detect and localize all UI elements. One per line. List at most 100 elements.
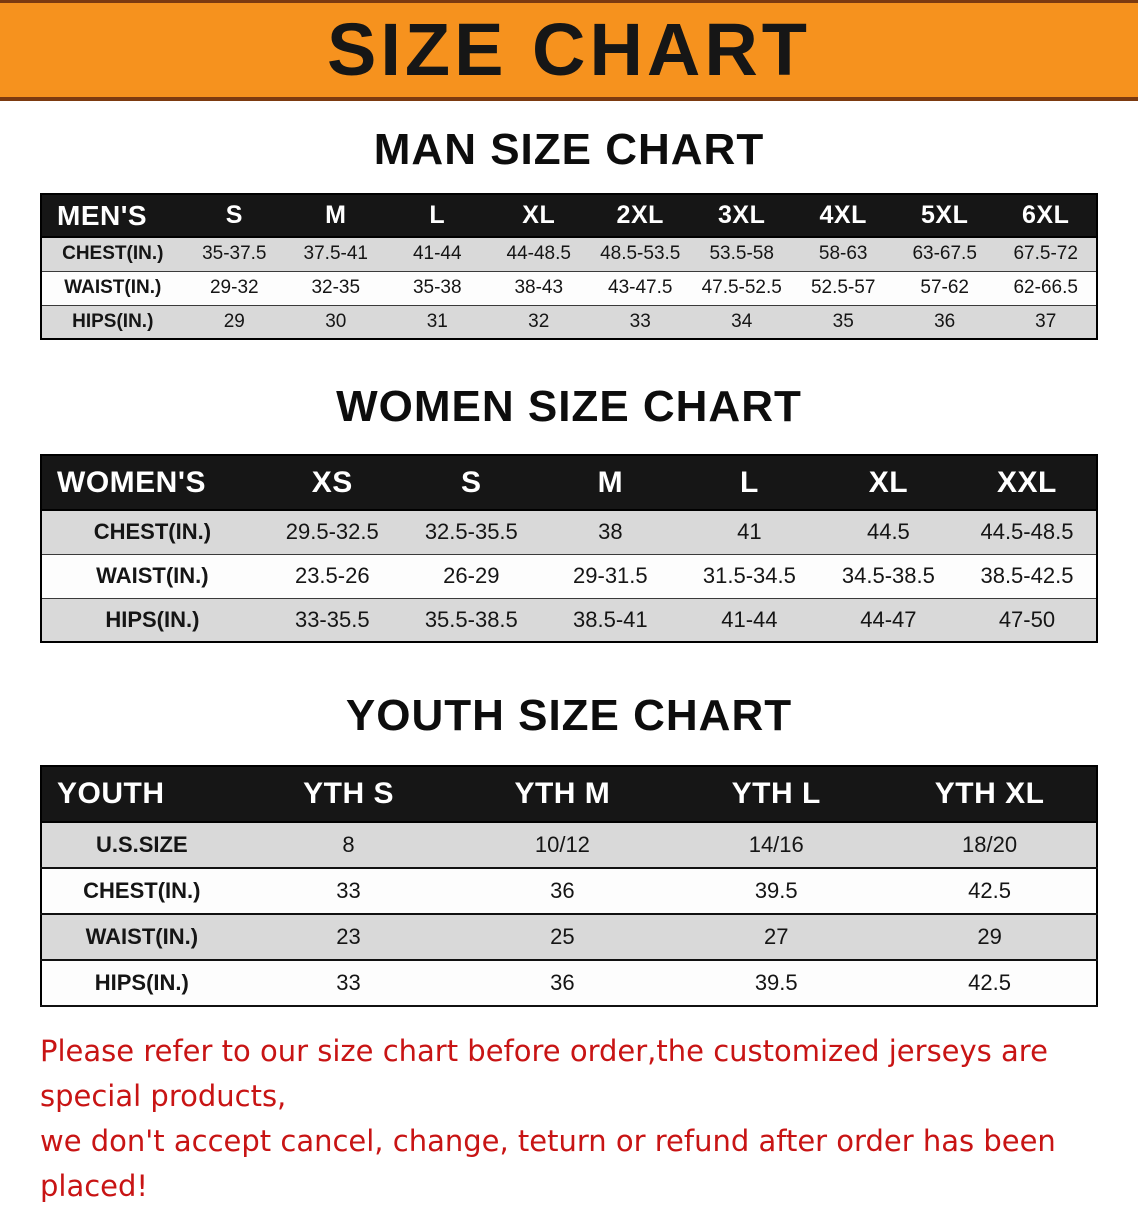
size-column-header: 6XL [1022,201,1070,229]
size-value: 32-35 [311,277,361,298]
size-value: 38 [598,519,623,545]
size-column-header: YTH L [731,777,821,810]
size-value: 34.5-38.5 [841,563,935,588]
table-corner-label: MEN'S [57,199,148,231]
size-value: 42.5 [968,878,1011,903]
size-value: 32 [528,310,550,332]
size-column-header: L [429,201,446,229]
row-label: CHEST(IN.) [62,243,164,265]
size-value: 52.5-57 [810,277,876,298]
size-value: 63-67.5 [912,243,977,265]
size-value: 29.5-32.5 [285,519,379,545]
size-value: 44-47 [860,606,917,632]
size-value: 44.5-48.5 [980,519,1074,545]
men-size-table: MEN'S S M L XL 2XL 3XL 4XL 5XL 6XL CHEST(IN.) 35-37… [40,193,1098,340]
size-value: 29 [223,310,245,332]
size-column-header: S [225,201,243,229]
table-row: HIPS(IN.) 29 30 31 32 33 34 35 36 37 [41,305,1097,339]
size-value: 30 [325,310,347,332]
size-column-header: XXL [997,465,1057,499]
men-section: MAN SIZE CHART MEN'S S M L XL 2XL 3XL 4XL 5XL 6XL… [0,125,1138,340]
row-label: HIPS(IN.) [72,310,154,332]
size-value: 36 [550,970,575,995]
size-column-header: YTH M [514,777,611,810]
size-value: 33 [629,310,651,332]
row-label: CHEST(IN.) [83,878,201,903]
size-value: 48.5-53.5 [600,243,681,265]
size-value: 35 [832,310,854,332]
size-value: 33 [336,878,361,903]
table-row: CHEST(IN.) 29.5-32.5 32.5-35.5 38 41 44.5 44.5… [41,510,1097,554]
youth-size-table: YOUTH YTH S YTH M YTH L YTH XL U.S.SIZE 8 10/12… [40,765,1098,1007]
size-value: 35.5-38.5 [424,606,518,632]
size-value: 53.5-58 [709,243,774,265]
row-label: HIPS(IN.) [94,970,189,995]
size-value: 58-63 [818,243,868,265]
size-value: 26-29 [443,563,500,588]
size-value: 35-38 [412,277,462,298]
notice-line-2: we don't accept cancel, change, teturn o… [40,1123,1056,1203]
size-value: 57-62 [920,277,969,298]
size-value: 47-50 [998,606,1056,632]
size-column-header: YTH XL [934,777,1045,810]
size-value: 23.5-26 [294,563,370,588]
men-section-heading: MAN SIZE CHART [373,125,765,174]
size-value: 31 [426,310,448,332]
size-value: 41-44 [412,243,462,265]
table-row: HIPS(IN.) 33 36 39.5 42.5 [41,960,1097,1006]
table-row: U.S.SIZE 8 10/12 14/16 18/20 [41,822,1097,868]
size-value: 37.5-41 [303,243,368,265]
row-label: CHEST(IN.) [93,519,212,545]
size-column-header: 3XL [718,201,766,229]
table-header-row: WOMEN'S XS S M L XL XXL [41,455,1097,510]
size-column-header: 2XL [616,201,664,229]
size-column-header: YTH S [303,777,394,810]
size-column-header: M [597,465,624,499]
size-column-header: L [739,465,759,499]
size-value: 18/20 [962,832,1018,857]
size-value: 39.5 [754,878,798,903]
size-value: 36 [550,878,575,903]
size-value: 38-43 [514,277,564,298]
size-value: 35-37.5 [202,243,267,265]
size-column-header: 4XL [819,201,867,229]
size-value: 14/16 [748,832,804,857]
youth-section: YOUTH SIZE CHART YOUTH YTH S YTH M YTH L YTH… [0,691,1138,1007]
order-notice: Please refer to our size chart before or… [40,1029,1100,1209]
size-value: 38.5-42.5 [980,563,1074,588]
table-row: WAIST(IN.) 23.5-26 26-29 29-31.5 31.5-34.5 34… [41,554,1097,598]
size-value: 38.5-41 [573,606,648,632]
size-column-header: M [325,201,347,229]
row-label: HIPS(IN.) [105,606,200,632]
size-column-header: XL [868,465,909,499]
youth-section-heading: YOUTH SIZE CHART [345,691,793,740]
size-column-header: 5XL [921,201,969,229]
size-value: 29 [977,924,1002,949]
table-row: WAIST(IN.) 23 25 27 29 [41,914,1097,960]
size-value: 36 [934,310,956,332]
title-banner: SIZE CHART [0,0,1138,101]
size-value: 47.5-52.5 [701,277,782,298]
size-value: 8 [342,832,355,857]
row-label: WAIST(IN.) [85,924,199,949]
size-value: 33 [336,970,361,995]
table-row: WAIST(IN.) 29-32 32-35 35-38 38-43 43-47.5 47.… [41,271,1097,305]
notice-line-1: Please refer to our size chart before or… [40,1034,1048,1113]
row-label: U.S.SIZE [95,832,188,857]
size-value: 34 [731,310,753,332]
table-corner-label: WOMEN'S [57,465,206,499]
women-section-heading: WOMEN SIZE CHART [336,382,802,431]
size-value: 29-32 [209,277,259,298]
row-label: WAIST(IN.) [96,563,209,588]
size-value: 43-47.5 [608,277,673,298]
size-value: 41-44 [721,606,778,632]
size-value: 27 [763,924,789,949]
size-value: 32.5-35.5 [424,519,518,545]
size-value: 42.5 [968,970,1011,995]
size-value: 10/12 [534,832,590,857]
women-section: WOMEN SIZE CHART WOMEN'S XS S M L XL XXL CHEST(… [0,382,1138,643]
size-value: 62-66.5 [1013,277,1078,298]
size-value: 25 [550,924,575,949]
row-label: WAIST(IN.) [64,277,162,298]
